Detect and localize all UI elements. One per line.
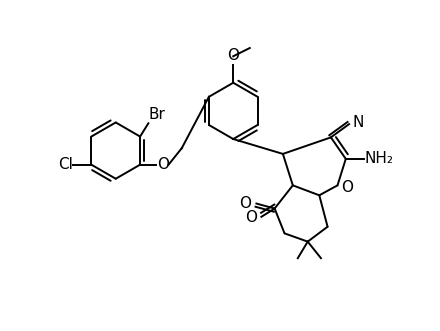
Text: O: O bbox=[246, 210, 257, 225]
Text: NH₂: NH₂ bbox=[365, 151, 394, 166]
Text: Cl: Cl bbox=[58, 157, 73, 172]
Text: O: O bbox=[157, 157, 169, 172]
Text: N: N bbox=[352, 115, 364, 130]
Text: O: O bbox=[239, 196, 251, 211]
Text: O: O bbox=[341, 179, 353, 195]
Text: Br: Br bbox=[149, 107, 165, 122]
Text: O: O bbox=[227, 48, 239, 63]
